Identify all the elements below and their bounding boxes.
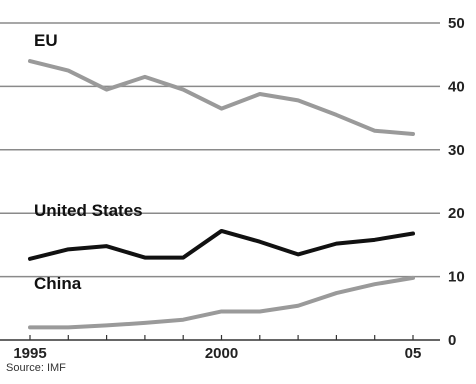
y-tick-label-10: 10 bbox=[448, 269, 465, 286]
y-tick-label-40: 40 bbox=[448, 78, 465, 95]
x-tick-label-05: 05 bbox=[405, 345, 422, 362]
y-tick-label-30: 30 bbox=[448, 142, 465, 159]
series-label-china: China bbox=[34, 274, 82, 293]
x-tick-label-2000: 2000 bbox=[205, 345, 238, 362]
x-axis-tick-marks bbox=[29, 335, 414, 340]
series-label-eu: EU bbox=[34, 31, 58, 50]
series-line-eu bbox=[28, 59, 415, 136]
series-labels: EU United States China bbox=[34, 31, 143, 293]
series-line-united-states bbox=[28, 228, 415, 261]
gridlines bbox=[0, 22, 440, 341]
series-label-united-states: United States bbox=[34, 201, 143, 220]
series-lines bbox=[28, 59, 415, 330]
y-axis-tick-labels: 0 10 20 30 40 50 bbox=[448, 15, 465, 349]
x-axis-tick-labels: 1995 2000 05 bbox=[13, 345, 421, 362]
x-tick-label-1995: 1995 bbox=[13, 345, 46, 362]
y-tick-label-20: 20 bbox=[448, 205, 465, 222]
source-note: Source: IMF bbox=[6, 362, 66, 374]
y-tick-label-0: 0 bbox=[448, 332, 456, 349]
y-tick-label-50: 50 bbox=[448, 15, 465, 32]
series-line-china bbox=[28, 275, 415, 330]
